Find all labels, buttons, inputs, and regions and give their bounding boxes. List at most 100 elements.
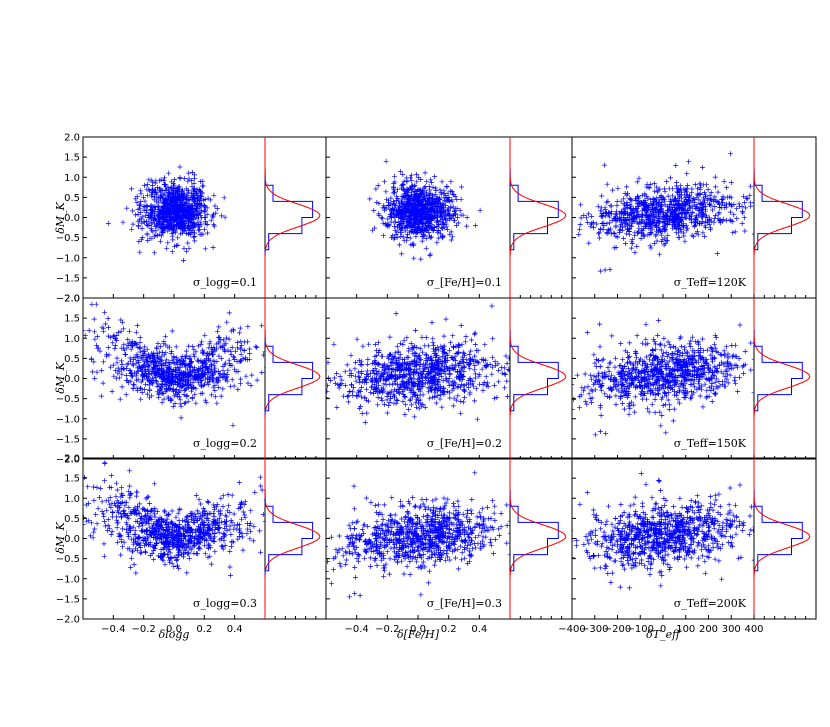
y-tick-label: 1.5 <box>64 314 80 325</box>
x-tick-label: −400 <box>558 624 585 635</box>
scatter-points <box>83 458 265 578</box>
scatter-points <box>105 164 228 263</box>
histogram-frame <box>753 136 817 299</box>
y-tick-label: 1.5 <box>64 474 80 485</box>
histogram-frame <box>509 136 573 299</box>
gaussian-fit <box>753 137 811 298</box>
x-axis-label-col-0: δlogg <box>159 628 190 641</box>
histogram-steps <box>753 458 803 619</box>
y-tick-label: 0.5 <box>64 514 80 525</box>
histogram-frame <box>509 297 573 460</box>
histogram-steps <box>753 137 803 298</box>
histogram-steps <box>264 458 314 619</box>
x-tick-label: −0.2 <box>375 624 399 635</box>
sigma-annotation: σ_Teff=120K <box>674 276 747 289</box>
panel-r2-c2: −400−300−200−100 0 100 200 300 400 σ_Teff=200K <box>558 457 817 635</box>
x-tick-label: −100 <box>627 624 654 635</box>
x-tick-label: 0.2 <box>441 624 457 635</box>
scatter-marks <box>572 317 754 438</box>
y-axis-label-row-2: δM_K <box>54 521 67 553</box>
sigma-annotation: σ_logg=0.2 <box>193 437 257 450</box>
sigma-annotation: σ_Teff=150K <box>674 437 747 450</box>
panel-r1-c1: σ_[Fe/H]=0.2 <box>325 297 573 460</box>
y-tick-label: −1.0 <box>56 414 80 425</box>
y-tick-label: 0.5 <box>64 193 80 204</box>
x-tick-label: 400 <box>744 624 763 635</box>
scatter-marks <box>367 158 483 262</box>
x-tick-label: −200 <box>604 624 631 635</box>
y-axis-label-row-1: δM_K <box>54 361 67 393</box>
sigma-annotation: σ_[Fe/H]=0.3 <box>427 597 502 610</box>
x-tick-label: 0.4 <box>471 624 487 635</box>
y-tick-label: 0.0 <box>64 374 80 385</box>
gaussian-fit <box>264 137 321 298</box>
scatter-frame <box>82 297 266 460</box>
scatter-points <box>576 151 754 274</box>
sigma-annotation: σ_logg=0.3 <box>193 597 257 610</box>
x-tick-label: −0.2 <box>132 624 156 635</box>
y-tick-label: 1.0 <box>64 494 80 505</box>
histogram-frame <box>753 297 817 460</box>
x-tick-label: 0.0 <box>166 624 182 635</box>
y-tick-label: 1.5 <box>64 153 80 164</box>
y-tick-label: 1.0 <box>64 334 80 345</box>
x-tick-label: 300 <box>722 624 741 635</box>
panels-group: −2.0 −1.5 −1.0 −0.5 0.0 0.5 1.0 1.5 2.0 σ_logg=0.… <box>56 133 817 635</box>
gaussian-fit <box>264 298 321 459</box>
y-tick-label: 2.0 <box>64 454 80 465</box>
scatter-marks <box>83 301 265 428</box>
y-tick-label: −0.5 <box>56 394 80 405</box>
gaussian-fit <box>509 458 567 619</box>
y-tick-label: −0.5 <box>56 554 80 565</box>
scatter-marks <box>83 458 265 578</box>
sigma-annotation: σ_logg=0.1 <box>193 276 257 289</box>
y-tick-label: −2.0 <box>56 455 80 466</box>
y-tick-label: −1.0 <box>56 253 80 264</box>
y-tick-label: −1.0 <box>56 574 80 585</box>
gaussian-fit <box>753 298 811 459</box>
sigma-annotation: σ_[Fe/H]=0.1 <box>427 276 502 289</box>
gaussian-fit <box>509 137 567 298</box>
y-tick-label: 0.0 <box>64 213 80 224</box>
x-tick-label: 200 <box>699 624 718 635</box>
histogram-steps <box>509 458 559 619</box>
histogram-steps <box>264 137 314 298</box>
y-tick-label: −1.5 <box>56 434 80 445</box>
scatter-points <box>572 317 754 438</box>
panel-r2-c1: −0.4 −0.2 0.0 0.2 0.4 σ_[Fe/H]=0.3 <box>325 457 573 635</box>
scatter-points <box>572 471 754 591</box>
x-tick-label: 0.0 <box>410 624 426 635</box>
y-tick-label: 0.0 <box>64 534 80 545</box>
x-axis-label-col-2: δT_eff <box>646 628 682 641</box>
scatter-points <box>326 470 510 600</box>
gaussian-fit <box>753 458 811 619</box>
sigma-annotation: σ_[Fe/H]=0.2 <box>427 437 502 450</box>
x-tick-label: 100 <box>676 624 695 635</box>
y-tick-label: 2.0 <box>64 133 80 144</box>
panel-r0-c2: σ_Teff=120K <box>571 136 817 299</box>
histogram-frame <box>264 457 327 620</box>
y-tick-label: −2.0 <box>56 615 80 626</box>
y-tick-label: −1.5 <box>56 273 80 284</box>
panel-r0-c1: σ_[Fe/H]=0.1 <box>325 136 573 299</box>
x-tick-label: −0.4 <box>101 624 125 635</box>
panel-r0-c0: −2.0 −1.5 −1.0 −0.5 0.0 0.5 1.0 1.5 2.0 σ_logg=0.… <box>56 133 327 305</box>
histogram-steps <box>509 137 559 298</box>
histogram-steps <box>264 298 314 459</box>
x-axis-label-col-1: δ[Fe/H] <box>397 628 440 641</box>
y-tick-label: −2.0 <box>56 294 80 305</box>
y-tick-label: 2.0 <box>64 294 80 305</box>
histogram-steps <box>509 298 559 459</box>
y-tick-label: 1.0 <box>64 173 80 184</box>
histogram-steps <box>753 298 803 459</box>
y-tick-label: −1.5 <box>56 594 80 605</box>
scatter-points <box>83 301 265 428</box>
scatter-marks <box>105 164 228 263</box>
histogram-frame <box>753 457 817 620</box>
scatter-points <box>367 158 483 262</box>
x-tick-label: 0.2 <box>196 624 212 635</box>
y-tick-label: −0.5 <box>56 233 80 244</box>
panel-r1-c2: σ_Teff=150K <box>571 297 817 460</box>
x-tick-label: 0.4 <box>227 624 243 635</box>
